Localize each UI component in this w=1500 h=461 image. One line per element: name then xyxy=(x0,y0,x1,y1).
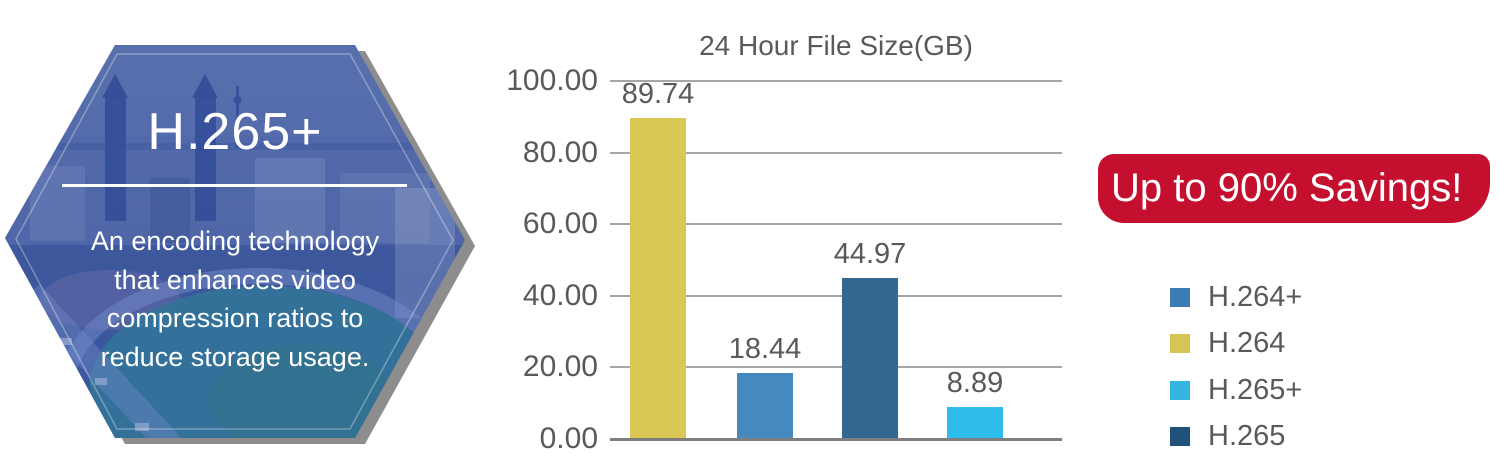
gridline xyxy=(610,80,1062,82)
chart-plot-area: 100.00 80.00 60.00 40.00 20.00 0.00 89.74 18.44… xyxy=(506,64,1062,455)
bar-h264plus xyxy=(737,372,793,439)
legend-item-h265plus: H.265+ xyxy=(1170,373,1303,406)
hexagon-description: An encoding technology that enhances vid… xyxy=(35,222,435,376)
gridline xyxy=(610,151,1062,154)
legend-label-h264: H.264 xyxy=(1208,326,1286,359)
bar-h265plus xyxy=(947,407,1003,439)
legend-item-h264: H.264 xyxy=(1170,326,1286,359)
legend-swatch-h264plus xyxy=(1170,287,1190,307)
chart-title: 24 Hour File Size(GB) xyxy=(699,30,973,61)
hexagon-description-line-4: reduce storage usage. xyxy=(100,341,370,372)
legend-swatch-h265 xyxy=(1170,426,1190,446)
savings-banner-label: Up to 90% Savings! xyxy=(1111,166,1463,210)
gridline xyxy=(610,294,1062,297)
bar-value-h265plus: 8.89 xyxy=(946,367,1004,400)
savings-banner: Up to 90% Savings! xyxy=(1098,154,1490,223)
hexagon-description-line-2: that enhances video xyxy=(114,264,356,295)
hexagon-description-line-1: An encoding technology xyxy=(90,226,380,256)
bar-h265 xyxy=(842,278,898,439)
hexagon-graphic xyxy=(5,45,475,444)
legend-label-h265: H.265 xyxy=(1208,419,1286,452)
y-axis-tick-label: 20.00 xyxy=(522,350,598,384)
bar-h264 xyxy=(630,117,686,439)
bar-value-h265: 44.97 xyxy=(833,238,907,270)
legend-swatch-h264 xyxy=(1170,333,1190,353)
y-axis-tick-label: 100.00 xyxy=(506,64,598,97)
legend-swatch-h265plus xyxy=(1170,380,1190,400)
legend-item-h264plus: H.264+ xyxy=(1170,280,1303,313)
gridline xyxy=(610,223,1062,226)
hexagon-divider xyxy=(62,184,407,187)
legend-label-h265plus: H.265+ xyxy=(1208,373,1303,406)
y-axis-tick-label: 60.00 xyxy=(522,207,598,241)
bar-value-h264plus: 18.44 xyxy=(728,332,802,365)
y-axis-tick-label: 80.00 xyxy=(522,135,598,169)
x-axis-line xyxy=(610,438,1062,441)
gridline xyxy=(610,366,1062,369)
hexagon-badge: H.265+ An encoding technology that enhan… xyxy=(0,38,482,452)
hexagon-title: H.265+ xyxy=(147,103,323,161)
legend-label-h264plus: H.264+ xyxy=(1208,280,1303,313)
bar-value-h264: 89.74 xyxy=(621,77,695,110)
hexagon-description-line-3: compression ratios to xyxy=(106,303,364,333)
y-axis-tick-label: 40.00 xyxy=(522,278,598,312)
y-axis-tick-label: 0.00 xyxy=(539,422,598,455)
legend-item-h265: H.265 xyxy=(1170,419,1286,452)
